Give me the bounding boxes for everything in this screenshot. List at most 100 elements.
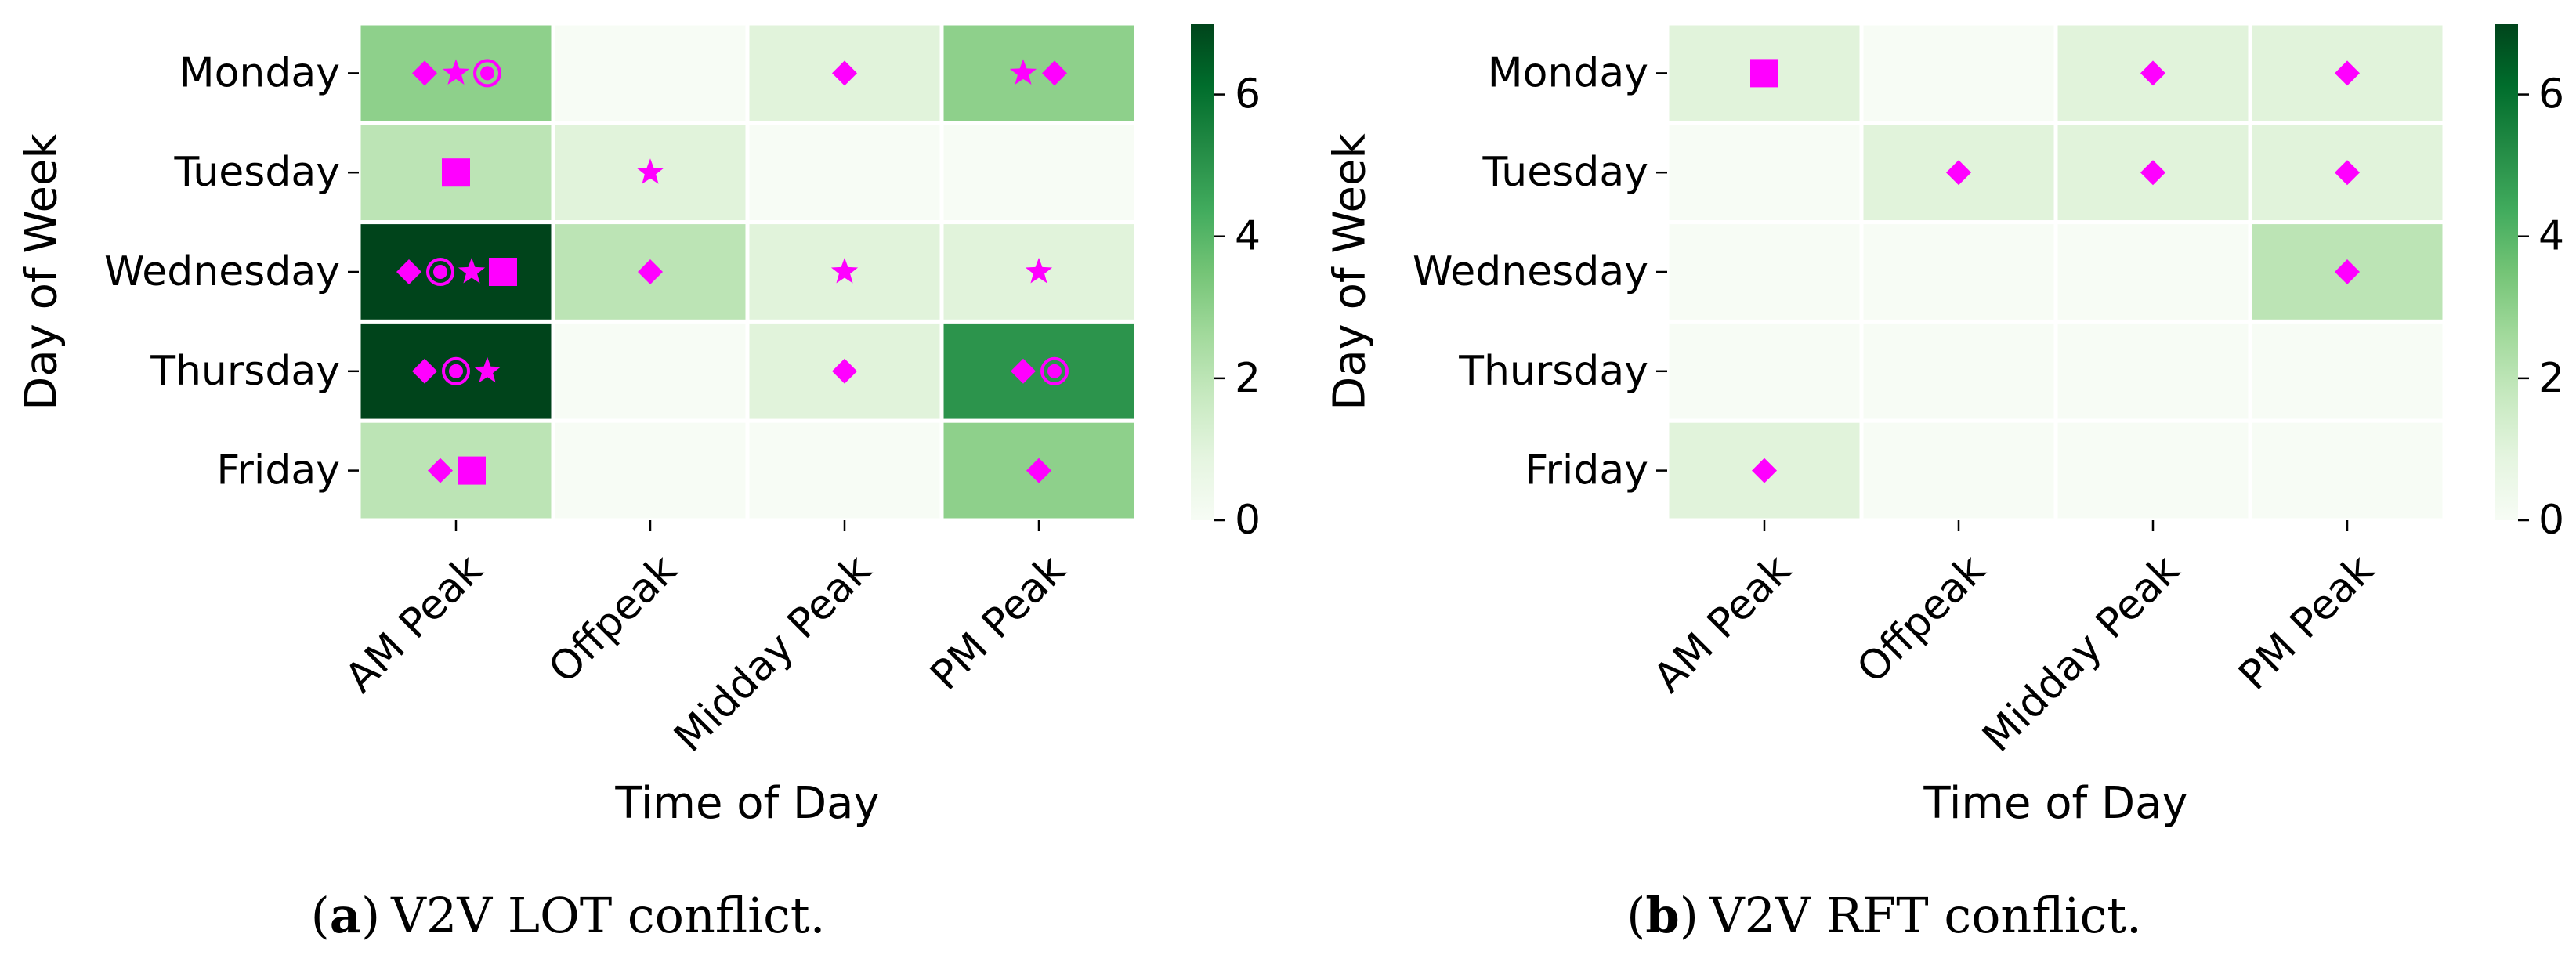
- diamond-icon: [2140, 160, 2165, 186]
- star-icon: [473, 356, 501, 383]
- x-tick-label: Offpeak: [540, 546, 686, 692]
- y-tick-label: Tuesday: [1482, 149, 1648, 196]
- circle-ring: [442, 356, 470, 385]
- y-axis-label: Day of Week: [1325, 133, 1376, 411]
- y-tick-label: Friday: [1525, 447, 1648, 494]
- colorbar-gradient-bar: [2495, 24, 2518, 520]
- circle-ring: [1040, 356, 1069, 385]
- caption-text: V2V RFT conflict.: [1709, 887, 2142, 944]
- y-axis-label: Day of Week: [16, 133, 67, 411]
- diamond-icon: [396, 259, 421, 284]
- heatmap-cell: [2053, 319, 2252, 423]
- x-tick-label: AM Peak: [1644, 546, 1800, 701]
- heatmap-cell: [1665, 220, 1864, 324]
- diamond-icon: [428, 458, 453, 483]
- heatmap-cell: [939, 121, 1138, 225]
- colorbar-tick-label: 0: [2538, 497, 2564, 544]
- caption-letter: b: [1645, 887, 1679, 944]
- panel-a-lot-conflict: Monday Tuesday Wednesday Thursday Friday AM P…: [16, 21, 1261, 944]
- heatmap-cell: [2248, 319, 2447, 423]
- colorbar-gradient-bar: [1191, 24, 1214, 520]
- heatmap-cell: [939, 21, 1138, 125]
- caption-letter: a: [330, 887, 361, 944]
- x-axis-label: Time of Day: [614, 778, 879, 829]
- diamond-icon: [832, 60, 857, 86]
- caption-close-paren: ): [1680, 887, 1699, 944]
- circle-ring: [473, 59, 501, 88]
- diamond-icon: [1752, 458, 1777, 483]
- y-tick-label: Monday: [179, 49, 340, 96]
- caption-open-paren: (: [311, 887, 330, 944]
- heatmap-cell: [2053, 21, 2252, 125]
- colorbar-tick-label: 0: [1235, 497, 1261, 544]
- colorbar-tick-label: 6: [1235, 71, 1261, 118]
- x-tick-label: Offpeak: [1848, 546, 1994, 692]
- circle-ring: [426, 258, 454, 286]
- y-axis: Monday Tuesday Wednesday Thursday Friday: [104, 49, 359, 494]
- diamond-icon: [1011, 358, 1036, 384]
- colorbar-tick-label: 6: [2538, 71, 2564, 118]
- target-circle-icon: [442, 356, 470, 385]
- heatmap-cell: [356, 418, 555, 523]
- colorbar: 0 2 4 6: [1191, 24, 1261, 544]
- diamond-icon: [412, 358, 437, 384]
- heatmap-cells: [356, 21, 1138, 523]
- heatmap-cell: [939, 319, 1138, 423]
- star-icon: [458, 258, 486, 284]
- diamond-icon: [2335, 160, 2360, 186]
- heatmap-cell: [551, 21, 750, 125]
- circle-dot: [433, 265, 447, 279]
- caption-close-paren: ): [361, 887, 380, 944]
- y-tick-label: Wednesday: [1413, 248, 1648, 295]
- heatmap-cell: [745, 121, 944, 225]
- y-axis: Monday Tuesday Wednesday Thursday Friday: [1413, 49, 1667, 494]
- diamond-icon: [638, 259, 663, 284]
- star-icon: [830, 258, 859, 284]
- x-tick-label: Midday Peak: [1974, 546, 2188, 761]
- y-tick-label: Friday: [216, 447, 340, 494]
- y-tick-label: Thursday: [150, 348, 340, 395]
- target-circle-icon: [473, 59, 501, 88]
- diamond-icon: [832, 358, 857, 384]
- colorbar-tick-label: 2: [2538, 355, 2564, 402]
- star-icon: [1025, 258, 1053, 284]
- marker-layer: [1750, 59, 2360, 483]
- diamond-icon: [412, 60, 437, 86]
- heatmap-cell: [356, 220, 555, 324]
- heatmap-cell: [551, 418, 750, 523]
- diamond-icon: [2335, 60, 2360, 86]
- x-tick-label: PM Peak: [921, 546, 1074, 699]
- diamond-icon: [2335, 259, 2360, 284]
- diamond-icon: [1026, 458, 1051, 483]
- square-icon: [458, 456, 486, 485]
- star-icon: [442, 59, 470, 85]
- colorbar: 0 2 4 6: [2495, 24, 2564, 544]
- x-tick-label: Midday Peak: [665, 546, 880, 761]
- marker-layer: [396, 59, 1069, 485]
- heatmap-cell: [2053, 418, 2252, 523]
- x-tick-label: AM Peak: [336, 546, 491, 701]
- colorbar-tick-label: 4: [1235, 213, 1261, 260]
- y-tick-label: Monday: [1488, 49, 1648, 96]
- panel-caption: (b) V2V RFT conflict.: [1626, 887, 2142, 944]
- circle-dot: [480, 66, 494, 81]
- target-circle-icon: [1040, 356, 1069, 385]
- circle-dot: [1047, 364, 1062, 378]
- heatmap-cell: [1665, 121, 1864, 225]
- caption-text: V2V LOT conflict.: [390, 887, 825, 944]
- star-icon: [636, 158, 664, 184]
- heatmap-cell: [1859, 220, 2058, 324]
- diamond-icon: [1946, 160, 1971, 186]
- target-circle-icon: [426, 258, 454, 286]
- colorbar-tick-label: 2: [1235, 355, 1261, 402]
- circle-dot: [449, 364, 463, 378]
- heatmap-cell: [2053, 220, 2252, 324]
- x-tick-label: PM Peak: [2230, 546, 2382, 699]
- colorbar-tick-label: 4: [2538, 213, 2564, 260]
- caption-open-paren: (: [1626, 887, 1645, 944]
- heatmap-cell: [1859, 418, 2058, 523]
- diamond-icon: [1042, 60, 1067, 86]
- heatmap-cells: [1665, 21, 2447, 523]
